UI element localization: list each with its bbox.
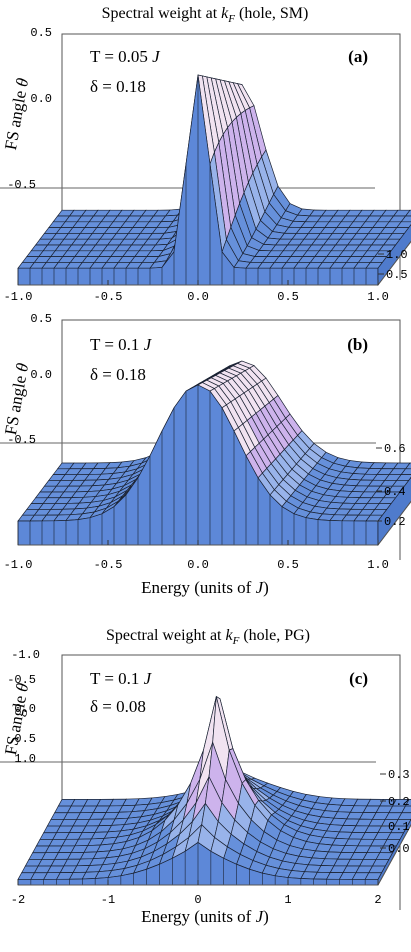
surface-patch xyxy=(404,462,411,470)
z-tick-label: 1.0 xyxy=(386,248,408,262)
z-tick-label: 0.2 xyxy=(384,515,406,529)
theta-tick-label: 1.0 xyxy=(14,752,36,766)
z-tick-label: 0.6 xyxy=(384,442,406,456)
surface xyxy=(17,360,411,547)
x-tick-label: 0.0 xyxy=(187,558,209,572)
x-tick-label: 0.5 xyxy=(277,558,299,572)
z-tick-label: 0.0 xyxy=(388,842,410,856)
y-axis-label: FS angle θ xyxy=(1,362,32,437)
theta-tick-label: -0.5 xyxy=(7,178,36,192)
z-tick-label: 0.4 xyxy=(384,485,406,499)
x-tick-label: 1.0 xyxy=(367,558,389,572)
z-tick-label: 0.1 xyxy=(388,820,410,834)
x-axis-label: Energy (units of J) xyxy=(141,907,269,926)
z-tick-label: 0.2 xyxy=(388,795,410,809)
theta-tick-label: 0.5 xyxy=(30,26,52,40)
x-tick-label: -2 xyxy=(11,893,25,907)
back-box xyxy=(61,319,401,560)
temperature-annotation: T = 0.1 J xyxy=(90,669,153,688)
x-axis-label: Energy (units of J) xyxy=(141,578,269,597)
panel-c-title: Spectral weight at kF (hole, PG) xyxy=(106,627,310,647)
x-tick-label: 0 xyxy=(194,893,201,907)
theta-tick-label: -0.5 xyxy=(7,673,36,687)
back-box xyxy=(61,33,401,280)
x-tick-label: -0.5 xyxy=(94,290,123,304)
x-tick-label: 1 xyxy=(284,893,291,907)
doping-annotation: δ = 0.08 xyxy=(90,697,146,716)
theta-tick-label: 0.0 xyxy=(14,702,36,716)
z-tick-label: 0.3 xyxy=(388,768,410,782)
x-tick-label: 1.0 xyxy=(367,290,389,304)
x-tick-label: -0.5 xyxy=(94,558,123,572)
back-box xyxy=(61,654,401,910)
panel-label: (c) xyxy=(349,669,368,688)
panel-a: -1.0 -0.5 0.0 0.5 1.0 0.5 0.0 -0.5 1.0 0.5 FS angl… xyxy=(0,26,411,304)
surface xyxy=(17,695,411,886)
theta-tick-label: 0.0 xyxy=(30,92,52,106)
doping-annotation: δ = 0.18 xyxy=(90,365,146,384)
panel-b: -1.0 -0.5 0.0 0.5 1.0 0.5 0.0 -0.5 0.6 0.4 0.2 FS a… xyxy=(0,312,411,597)
x-tick-label: -1.0 xyxy=(4,290,33,304)
x-tick-label: 2 xyxy=(374,893,381,907)
z-tick-label: 0.5 xyxy=(386,268,408,282)
surface-patch xyxy=(404,799,411,807)
surface xyxy=(17,74,411,287)
x-tick-label: 0.0 xyxy=(187,290,209,304)
x-tick-label: 0.5 xyxy=(277,290,299,304)
theta-tick-label: -0.5 xyxy=(7,433,36,447)
panel-c: -2 -1 0 1 2-1.0-0.50.00.51.00.30.20.10.0FS a… xyxy=(0,648,411,926)
surface-patch xyxy=(404,209,411,217)
x-tick-label: -1 xyxy=(101,893,115,907)
panel-label: (b) xyxy=(347,335,368,354)
x-tick-label: -1.0 xyxy=(4,558,33,572)
panel-label: (a) xyxy=(348,47,368,66)
theta-tick-label: 0.5 xyxy=(14,732,36,746)
theta-tick-label: 0.5 xyxy=(30,312,52,326)
theta-tick-label: 0.0 xyxy=(30,368,52,382)
temperature-annotation: T = 0.1 J xyxy=(90,335,153,354)
doping-annotation: δ = 0.18 xyxy=(90,77,146,96)
theta-tick-label: -1.0 xyxy=(11,648,40,662)
y-axis-label: FS angle θ xyxy=(1,77,32,152)
panel-a-title: Spectral weight at kF (hole, SM) xyxy=(102,5,309,25)
temperature-annotation: T = 0.05 J xyxy=(90,47,161,66)
